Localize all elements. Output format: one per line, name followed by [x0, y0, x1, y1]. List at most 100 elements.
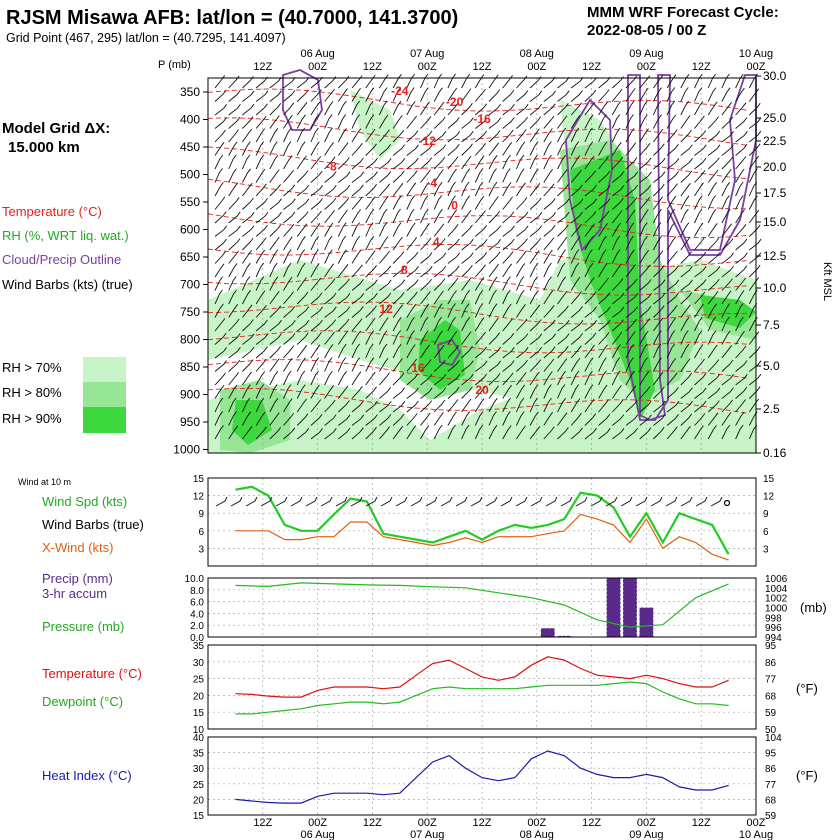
wind-barb — [310, 249, 319, 264]
wind-barb — [296, 384, 306, 399]
wind-barb — [611, 114, 621, 129]
wind-barb — [598, 127, 607, 143]
wind-barb — [625, 318, 637, 332]
wind-barb — [694, 400, 707, 413]
wind-barb — [406, 279, 419, 291]
wind-barb — [707, 169, 719, 183]
wind-barb — [310, 210, 322, 224]
wind-barb — [269, 262, 278, 278]
legend-rh70: RH > 70% — [2, 360, 62, 375]
wind-barb — [639, 184, 652, 197]
wind-barb — [543, 237, 555, 251]
wind-barb — [433, 290, 444, 305]
wind10-barb — [635, 496, 648, 507]
ytick-left: 3 — [198, 544, 204, 555]
wind-barb — [735, 195, 744, 210]
wind-barb — [337, 157, 350, 170]
wind-barb — [543, 397, 552, 413]
wind-barb — [214, 276, 224, 291]
wind-barb — [461, 224, 473, 237]
wind-barb — [433, 144, 447, 156]
wind-barb — [310, 399, 322, 413]
cross-section-panel: -24 -20 -16 -12 -8 -4 0 4 8 12 16 20 350 400 450 500 550… — [173, 48, 786, 460]
wind-barb — [255, 198, 268, 210]
wind-barb — [228, 129, 239, 143]
wind-barb — [694, 144, 707, 156]
wind-barb — [666, 387, 679, 399]
wind-barb — [269, 290, 280, 305]
wind-barb — [707, 330, 717, 345]
wind-barb — [639, 222, 648, 237]
ytick-right: 6 — [763, 527, 769, 538]
wind-barb — [474, 424, 484, 440]
wind-barb — [379, 372, 390, 386]
wind-barb — [543, 249, 553, 264]
wind-barb — [269, 128, 279, 143]
wind-barb — [214, 75, 226, 89]
wind-barb — [515, 397, 525, 413]
wind-barb — [625, 427, 638, 440]
wind-barb — [351, 357, 361, 372]
wind10-barb — [440, 496, 453, 507]
wind-barb — [420, 425, 430, 440]
ytick-left: 10 — [193, 725, 205, 736]
wind-barb — [570, 398, 581, 413]
wind-barb — [502, 196, 513, 210]
wind-barb — [639, 114, 648, 129]
wind-barb — [488, 373, 501, 386]
wind-barb — [241, 262, 251, 278]
wind-barb — [296, 291, 309, 305]
wind-barb — [666, 343, 676, 359]
ytick-left: 20 — [193, 691, 205, 702]
wind-barb — [475, 373, 488, 386]
wind-barb — [557, 236, 568, 251]
wind-barb — [516, 333, 529, 345]
wind-barb — [296, 223, 308, 237]
wind-barb — [625, 331, 636, 345]
wind-barb — [433, 181, 443, 197]
wind-barb — [214, 238, 227, 251]
wind-barb — [461, 411, 470, 426]
wind-barb — [296, 141, 306, 156]
wind-barb — [365, 414, 378, 426]
wind-barb — [721, 238, 734, 251]
wind-barb — [406, 266, 419, 278]
wind-barb — [543, 358, 555, 372]
wind-barb — [721, 144, 734, 156]
pressure-tick-4: 550 — [180, 195, 200, 209]
wind-barb — [296, 236, 306, 251]
wind-barb — [529, 290, 539, 305]
wind-barb — [255, 128, 266, 143]
wind-barb — [653, 386, 665, 399]
wind-barb — [351, 330, 361, 345]
precip-bar — [622, 577, 638, 638]
wind-barb — [570, 198, 584, 210]
wind-barb — [283, 306, 296, 318]
ytick-right: 95 — [765, 749, 777, 760]
wind-barb — [735, 181, 744, 197]
wind-barb — [420, 208, 429, 224]
wind-barb — [447, 73, 456, 89]
wind-barb — [310, 114, 320, 129]
wind-barb — [529, 397, 538, 413]
wind-barb — [598, 413, 611, 426]
wind-barb — [584, 262, 594, 278]
wind-barb — [447, 87, 458, 102]
wind-barb — [502, 360, 515, 372]
bottom-time-tick-5: 00Z — [527, 817, 546, 829]
wind-barb — [680, 425, 691, 440]
top-time-tick-2: 12Z — [363, 61, 382, 73]
wind-barb — [653, 265, 665, 278]
wind-barb — [242, 426, 253, 440]
wind-barb — [351, 306, 364, 318]
wind-barb — [310, 292, 323, 305]
wind-barb — [598, 185, 611, 197]
wind-barb — [433, 278, 446, 291]
wind-barb — [296, 413, 309, 426]
wind-barb — [666, 265, 679, 278]
temp-label-9: 12 — [379, 302, 393, 316]
wind-barb — [557, 198, 570, 210]
wind-barb — [283, 427, 296, 440]
top-time-tick-7: 00Z — [637, 61, 656, 73]
wind-barb — [570, 412, 582, 426]
